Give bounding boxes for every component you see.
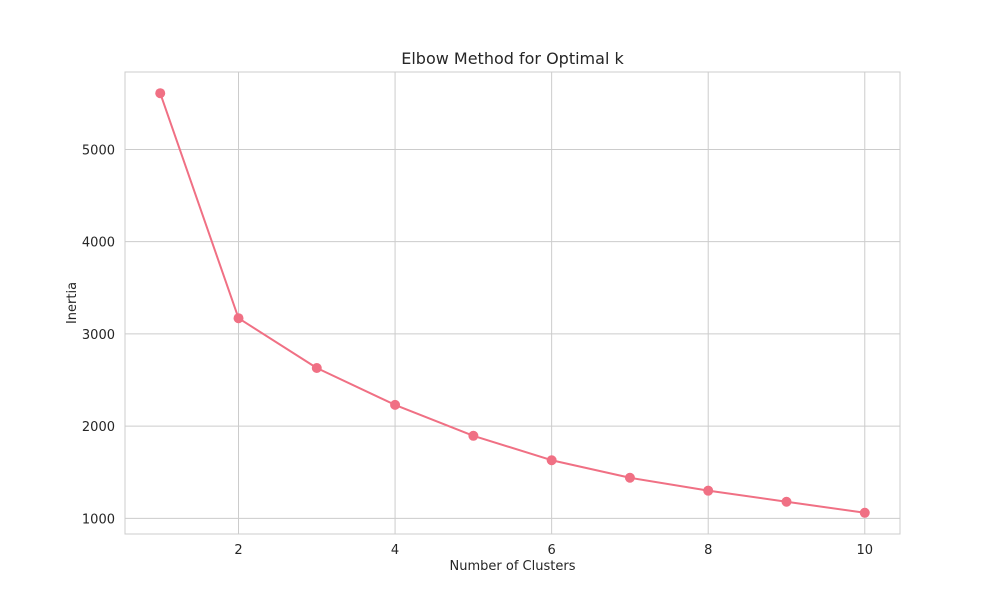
x-tick-label: 6 [548,543,556,558]
plot-frame [124,71,901,535]
data-point [859,507,870,518]
series-group [155,88,870,518]
x-tick-labels: 2 4 6 8 10 [234,543,873,558]
data-point [155,88,166,99]
x-tick-label: 8 [704,543,712,558]
data-point [546,455,557,466]
y-tick-label: 1000 [82,512,115,527]
y-tick-label: 5000 [82,143,115,158]
data-point [468,430,479,441]
data-point [311,363,322,374]
y-tick-label: 2000 [82,420,115,435]
series-line [159,92,865,514]
x-tick-label: 10 [856,543,873,558]
x-tick-label: 4 [391,543,399,558]
y-axis-label: Inertia [65,282,80,324]
x-tick-label: 2 [234,543,242,558]
y-tick-label: 4000 [82,236,115,251]
data-point [781,496,792,507]
grid-lines [125,72,900,534]
chart-title: Elbow Method for Optimal k [401,49,624,68]
data-point [390,399,401,410]
y-tick-labels: 1000 2000 3000 4000 5000 [82,143,115,527]
x-axis-label: Number of Clusters [450,559,576,574]
data-point [233,313,244,324]
y-tick-label: 3000 [82,328,115,343]
data-point [624,472,635,483]
data-point [703,485,714,496]
